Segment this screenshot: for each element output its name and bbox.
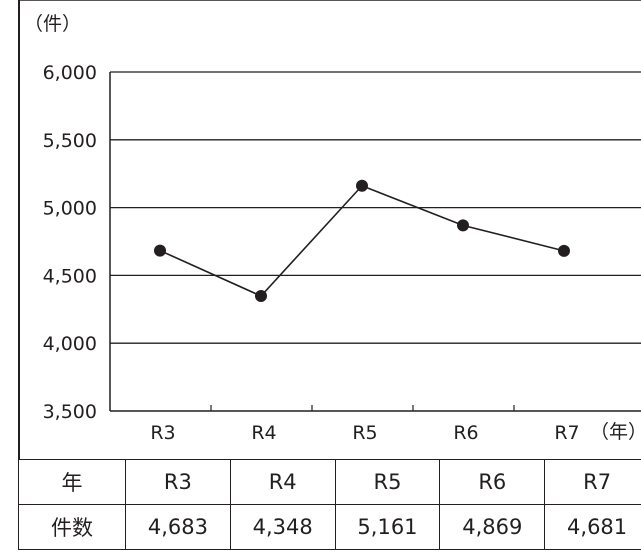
table-cell-count: 4,348 [229, 504, 336, 550]
x-tick-label: R7 [554, 422, 579, 444]
data-table: 年 R3 R4 R5 R6 R7 件数 4,683 4,348 5,161 4,… [18, 459, 641, 550]
gridlines [110, 71, 641, 344]
table-cell-year: R7 [544, 459, 641, 505]
data-point [558, 244, 570, 257]
x-axis-tick-labels: R3 R4 R5 R6 R7 [150, 422, 579, 444]
x-axis-unit-label: （年） [590, 421, 641, 443]
data-point [154, 244, 166, 257]
data-point [457, 219, 469, 232]
y-axis-unit-label: （件） [24, 13, 81, 35]
axes [109, 72, 641, 412]
x-tick-label: R4 [251, 422, 276, 444]
table-row-year: 年 R3 R4 R5 R6 R7 [18, 459, 641, 505]
table-cell-count: 4,681 [544, 504, 641, 550]
row-label-year: 年 [18, 459, 126, 505]
y-tick-label: 6,000 [43, 62, 97, 84]
y-tick-label: 5,000 [43, 198, 97, 220]
y-tick-label: 5,500 [43, 130, 97, 152]
y-tick-label: 4,500 [43, 265, 97, 287]
table-cell-year: R6 [439, 459, 546, 505]
x-tick-label: R6 [453, 422, 478, 444]
table-cell-count: 5,161 [334, 504, 441, 550]
table-cell-year: R3 [125, 459, 231, 505]
table-cell-count: 4,869 [439, 504, 546, 550]
data-points [154, 179, 570, 303]
series-line-path [159, 184, 565, 297]
table-cell-year: R4 [229, 459, 336, 505]
table-row-count: 件数 4,683 4,348 5,161 4,869 4,681 [18, 504, 641, 550]
data-point [255, 290, 267, 303]
table-cell-year: R5 [334, 459, 441, 505]
y-axis-tick-labels: 3,500 4,000 4,500 5,000 5,500 6,000 [43, 62, 97, 423]
row-label-count: 件数 [18, 504, 126, 550]
x-tick-label: R3 [150, 422, 175, 444]
table-cell-count: 4,683 [125, 504, 231, 550]
y-tick-label: 4,000 [43, 333, 97, 355]
data-point [356, 179, 368, 192]
x-tick-label: R5 [352, 422, 377, 444]
y-tick-label: 3,500 [43, 401, 97, 423]
series-line [159, 184, 565, 297]
